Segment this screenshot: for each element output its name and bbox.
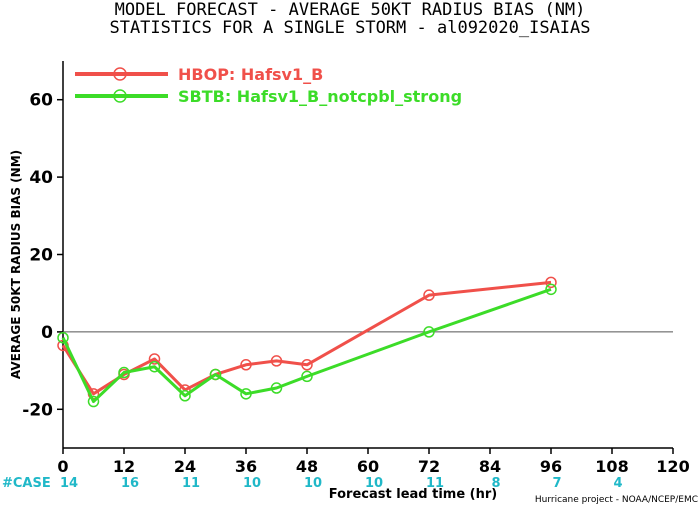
data-point-sbtb: [240, 388, 252, 400]
data-point-hbop: [270, 355, 283, 367]
case-count-value: 4: [613, 476, 622, 491]
data-point-sbtb: [179, 390, 191, 402]
legend-marker: [113, 89, 127, 103]
credit-text: Hurricane project - NOAA/NCEP/EMC: [535, 495, 698, 505]
data-point-hbop: [148, 353, 161, 365]
legend-entry-label: HBOP: Hafsv1_B: [178, 65, 323, 84]
case-count-value: 11: [182, 476, 200, 491]
data-point-sbtb: [118, 366, 130, 379]
case-count-value: 10: [365, 476, 383, 491]
case-count-value: 14: [60, 476, 78, 491]
data-point-sbtb: [270, 382, 283, 394]
x-tick-label: 12: [113, 457, 135, 476]
legend-marker: [113, 67, 127, 81]
x-tick-label: 72: [418, 457, 440, 476]
chart-legend: HBOP: Hafsv1_B SBTB: Hafsv1_B_notcpbl_str…: [75, 65, 462, 106]
case-count-value: 11: [426, 476, 444, 491]
y-tick-label: 0: [41, 323, 53, 343]
data-point-sbtb: [148, 360, 161, 373]
data-point-sbtb: [57, 331, 69, 344]
data-point-hbop: [423, 289, 435, 301]
case-count-value: 16: [121, 476, 139, 491]
x-tick-label: 84: [479, 457, 501, 476]
y-axis-label: AVERAGE 50KT RADIUS BIAS (NM): [9, 150, 23, 379]
x-tick-label: 96: [540, 457, 562, 476]
y-tick-label: 40: [29, 168, 53, 188]
case-count-value: 7: [552, 476, 561, 491]
y-axis-ticks: -20 0 20 40 60: [22, 91, 63, 420]
x-tick-label: 48: [296, 457, 318, 476]
x-tick-label: 60: [357, 457, 379, 476]
case-count-value: 10: [243, 476, 261, 491]
case-count-value: 8: [491, 476, 500, 491]
x-tick-label: 120: [656, 457, 689, 476]
series-line-sbtb: [61, 287, 552, 404]
data-point-hbop: [545, 276, 557, 289]
y-tick-label: 60: [29, 91, 53, 111]
x-axis-ticks: 0 12 24 36 48 60 72 84 96 108 120: [57, 448, 690, 476]
y-tick-label: 20: [29, 246, 53, 266]
x-tick-label: 36: [235, 457, 257, 476]
y-tick-label: -20: [22, 400, 53, 420]
data-point-sbtb: [423, 326, 435, 338]
chart-subtitle: STATISTICS FOR A SINGLE STORM - al092020…: [109, 18, 591, 38]
case-counts: 14 16 11 10 10 10 11 8 7 4: [60, 476, 623, 491]
x-axis-label: Forecast lead time (hr): [329, 487, 497, 502]
x-tick-label: 108: [595, 457, 628, 476]
x-tick-label: 24: [174, 457, 196, 476]
chart-title: MODEL FORECAST - AVERAGE 50KT RADIUS BIA…: [114, 0, 586, 20]
data-point-sbtb: [545, 283, 557, 296]
data-point-sbtb: [87, 395, 100, 408]
data-point-hbop: [301, 359, 313, 371]
data-point-sbtb: [301, 370, 313, 383]
data-point-hbop: [240, 359, 252, 371]
chart-axes: [62, 61, 673, 449]
x-tick-label: 0: [57, 457, 68, 476]
legend-entry-label: SBTB: Hafsv1_B_notcpbl_strong: [178, 87, 462, 106]
case-count-value: 10: [304, 476, 322, 491]
series-layer: [57, 276, 557, 408]
case-count-label: #CASE: [2, 476, 51, 491]
data-point-sbtb: [209, 368, 222, 381]
